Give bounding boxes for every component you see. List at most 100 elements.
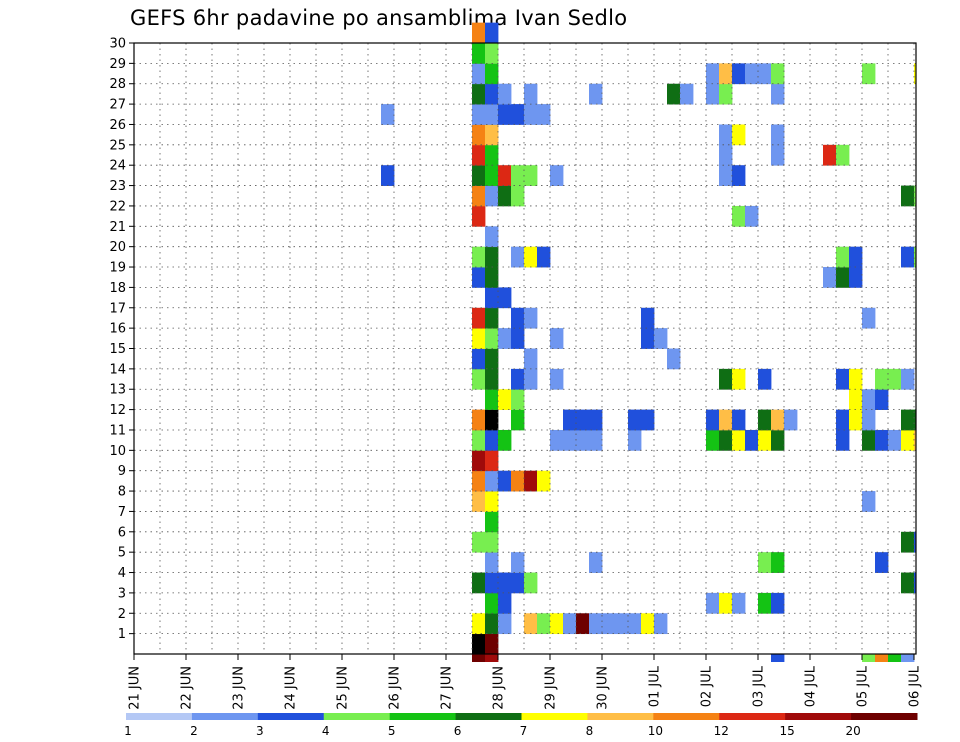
heatmap-cell <box>524 572 538 594</box>
heatmap-cell <box>472 165 486 186</box>
heatmap-cell <box>667 83 681 105</box>
heatmap-cell <box>771 409 785 431</box>
heatmap-cell <box>589 613 603 635</box>
x-tick-label: 21 JUN <box>128 666 143 710</box>
legend-color-swatch <box>785 713 852 720</box>
heatmap-cell <box>498 185 512 207</box>
heatmap-cell <box>641 613 655 635</box>
heatmap-cell <box>472 328 486 349</box>
heatmap-cell <box>511 185 525 207</box>
heatmap-cell <box>511 165 525 186</box>
heatmap-cell <box>836 246 850 268</box>
heatmap-cell <box>914 572 916 594</box>
y-tick-label: 15 <box>109 342 126 357</box>
heatmap-cell <box>680 83 694 105</box>
y-tick-label: 25 <box>109 138 126 153</box>
heatmap-cell <box>732 368 746 390</box>
heatmap-cell <box>901 246 915 268</box>
heatmap-cell <box>472 429 486 451</box>
legend-label: 1 <box>124 724 132 738</box>
heatmap-cell <box>888 368 902 390</box>
heatmap-cell <box>498 165 512 186</box>
heatmap-cell <box>511 246 525 268</box>
heatmap-cell <box>719 592 733 614</box>
x-tick-label: 28 JUN <box>492 666 507 710</box>
heatmap-cell <box>901 654 915 662</box>
x-tick-label: 26 JUN <box>388 666 403 710</box>
heatmap-cell <box>485 226 499 248</box>
heatmap-cell <box>732 124 746 146</box>
heatmap-cell <box>771 124 785 146</box>
heatmap-cell <box>511 368 525 390</box>
heatmap-cell <box>485 83 499 105</box>
heatmap-cell <box>823 144 837 166</box>
heatmap-cell <box>381 165 395 186</box>
heatmap-cell <box>875 368 889 390</box>
heatmap-cell <box>641 307 655 329</box>
heatmap-cell <box>550 429 564 451</box>
heatmap-cell <box>667 348 681 370</box>
heatmap-cell <box>485 389 499 410</box>
heatmap-cell <box>901 368 915 390</box>
heatmap-cell <box>537 104 551 125</box>
heatmap-cell <box>472 185 486 207</box>
heatmap-cell <box>511 328 525 349</box>
heatmap-cell <box>745 63 759 85</box>
y-tick-label: 21 <box>109 220 126 235</box>
y-tick-label: 16 <box>109 322 126 337</box>
heatmap-cell <box>914 246 916 268</box>
y-tick-label: 18 <box>109 281 126 296</box>
heatmap-cell <box>485 185 499 207</box>
x-tick-label: 23 JUN <box>232 666 247 710</box>
legend-label: 3 <box>256 724 264 738</box>
heatmap-cell <box>472 267 486 288</box>
heatmap-cell <box>719 429 733 451</box>
legend-label: 10 <box>648 724 663 738</box>
heatmap-cell <box>888 429 902 451</box>
heatmap-cell <box>550 328 564 349</box>
heatmap-cell <box>836 409 850 431</box>
heatmap-cell <box>862 491 876 512</box>
x-tick-label: 04 JUL <box>804 665 819 707</box>
heatmap-cell <box>524 165 538 186</box>
heatmap-cell <box>563 613 577 635</box>
heatmap-cell <box>589 83 603 105</box>
y-tick-label: 2 <box>118 607 126 622</box>
heatmap-cell <box>511 104 525 125</box>
heatmap-cell <box>719 409 733 431</box>
heatmap-cell <box>498 613 512 635</box>
y-tick-label: 4 <box>118 566 126 581</box>
heatmap-cell <box>485 552 499 573</box>
heatmap-cell <box>862 307 876 329</box>
legend-color-swatch <box>455 713 522 720</box>
heatmap-cell <box>589 409 603 431</box>
heatmap-cell <box>524 246 538 268</box>
heatmap-cell <box>498 429 512 451</box>
heatmap-cell <box>719 368 733 390</box>
legend-label: 5 <box>388 724 396 738</box>
heatmap-cell <box>472 63 486 85</box>
heatmap-cell <box>719 165 733 186</box>
heatmap-cell <box>849 389 863 410</box>
heatmap-cell <box>485 43 499 64</box>
heatmap-cell <box>914 185 916 207</box>
y-tick-label: 26 <box>109 118 126 133</box>
legend-color-swatch <box>719 713 786 720</box>
y-tick-label: 30 <box>109 37 126 52</box>
heatmap-cell <box>472 246 486 268</box>
heatmap-cell <box>472 104 486 125</box>
heatmap-cell <box>524 613 538 635</box>
heatmap-cell <box>485 246 499 268</box>
heatmap-cell <box>485 104 499 125</box>
heatmap-cell <box>862 654 876 662</box>
legend-label: 15 <box>780 724 795 738</box>
heatmap-cell <box>641 328 655 349</box>
heatmap-cell <box>472 307 486 329</box>
heatmap-cell <box>745 429 759 451</box>
heatmap-cell <box>485 409 499 431</box>
heatmap-cell <box>472 633 486 655</box>
y-tick-label: 5 <box>118 546 126 561</box>
heatmap-cell <box>732 205 746 227</box>
heatmap-cell <box>472 613 486 635</box>
heatmap-cell <box>485 165 499 186</box>
